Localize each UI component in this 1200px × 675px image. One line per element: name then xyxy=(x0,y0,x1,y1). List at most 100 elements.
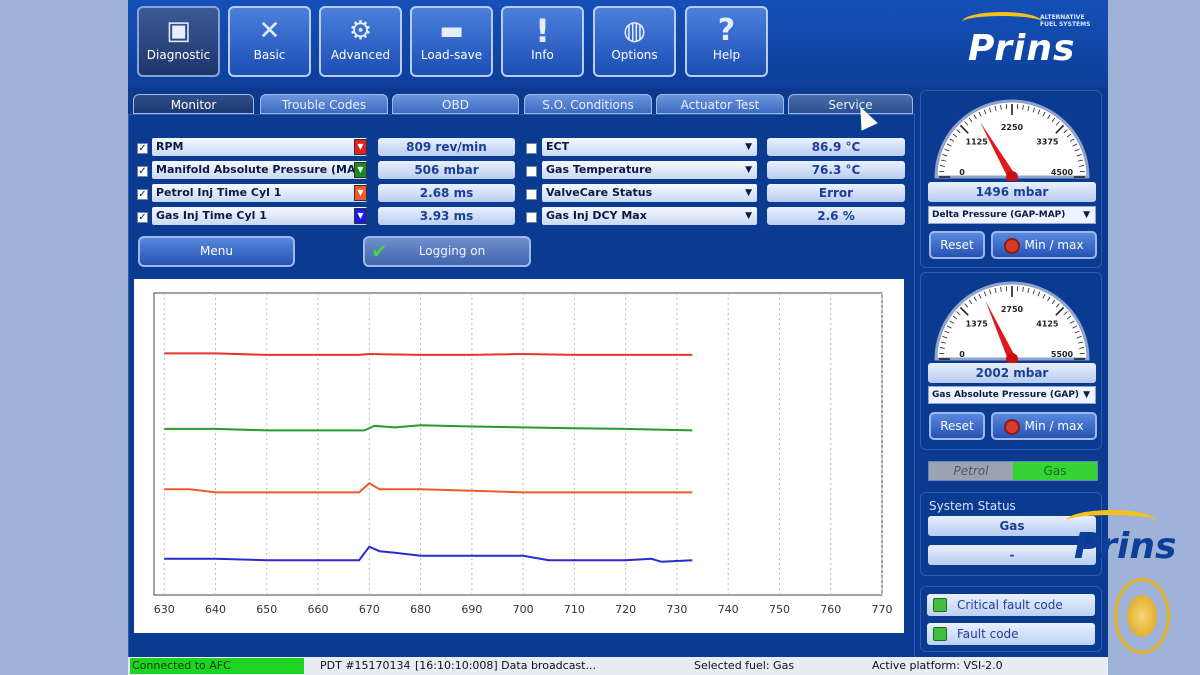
x-tick-label: 770 xyxy=(872,603,893,616)
gauge-tick xyxy=(983,291,987,297)
pdt-number: PDT #15170134 xyxy=(320,659,411,672)
gauge-tick-label: 0 xyxy=(959,168,965,177)
options-button[interactable]: ◍ Options xyxy=(593,6,676,77)
gauge-tick xyxy=(944,148,950,152)
gauge-tick-label: 0 xyxy=(959,350,965,359)
connection-status: Connected to AFC xyxy=(130,658,304,674)
gauge-tick xyxy=(1042,111,1046,117)
gauge-tick xyxy=(1079,347,1085,349)
tools-icon: ✕ xyxy=(258,16,281,46)
gauge-tick xyxy=(1063,311,1068,316)
param-name[interactable]: Manifold Absolute Pressure (MAP) ▼ xyxy=(152,161,367,179)
reset-button[interactable]: Reset xyxy=(929,231,985,259)
chevron-down-icon: ▼ xyxy=(745,211,752,221)
status-message: [16:10:10:008] Data broadcast... xyxy=(415,659,596,672)
param-select[interactable]: ECT ▼ xyxy=(542,138,757,156)
gauge-tick xyxy=(939,347,945,349)
reset-button[interactable]: Reset xyxy=(929,412,985,440)
diagnostic-button[interactable]: ▣ Diagnostic xyxy=(137,6,220,77)
monitor-panel: ✓ RPM ▼ 809 rev/min ✓ Manifold Absolute … xyxy=(128,114,915,659)
param-checkbox[interactable] xyxy=(526,212,537,223)
prins-watermark-logo: Prins xyxy=(1066,508,1196,568)
gauge-tick xyxy=(1051,117,1056,123)
info-button[interactable]: ! Info xyxy=(501,6,584,77)
gauge-tick-label: 5500 xyxy=(1051,350,1074,359)
chevron-down-icon: ▼ xyxy=(745,142,752,152)
gauge-tick xyxy=(978,111,982,117)
menu-button[interactable]: Menu xyxy=(138,236,295,267)
logo-subtitle: ALTERNATIVE FUEL SYSTEMS xyxy=(1040,14,1091,28)
gauge-tick xyxy=(1047,296,1051,302)
advanced-button[interactable]: ⚙ Advanced xyxy=(319,6,402,77)
x-tick-label: 630 xyxy=(154,603,175,616)
fuel-petrol[interactable]: Petrol xyxy=(929,462,1013,480)
fuel-gas[interactable]: Gas xyxy=(1013,462,1097,480)
gauge-tick xyxy=(959,306,969,316)
color-swatch[interactable]: ▼ xyxy=(354,162,367,178)
tab-service[interactable]: Service xyxy=(788,94,913,114)
param-checkbox[interactable] xyxy=(526,166,537,177)
gauge-tick xyxy=(973,114,977,120)
fault-indicator[interactable]: Fault code xyxy=(927,623,1095,645)
chevron-down-icon: ▼ xyxy=(745,188,752,198)
gauge-tick xyxy=(1037,109,1041,115)
gauge-tick xyxy=(940,341,946,344)
gauge-tick xyxy=(1078,159,1084,162)
param-name[interactable]: RPM ▼ xyxy=(152,138,367,156)
logging-button[interactable]: ✔ Logging on xyxy=(363,236,531,267)
x-tick-label: 670 xyxy=(359,603,380,616)
param-name[interactable]: Petrol Inj Time Cyl 1 ▼ xyxy=(152,184,367,202)
color-swatch[interactable]: ▼ xyxy=(354,185,367,201)
color-swatch[interactable]: ▼ xyxy=(354,208,367,224)
chevron-down-icon: ▼ xyxy=(1083,390,1090,400)
gauge-tick xyxy=(1027,287,1030,293)
tab-actuator-test[interactable]: Actuator Test xyxy=(656,94,784,114)
gauge-select[interactable]: Gas Absolute Pressure (GAP) ▼ xyxy=(928,386,1096,404)
series-line xyxy=(164,482,693,494)
x-tick-label: 760 xyxy=(820,603,841,616)
gauge-tick xyxy=(964,121,969,126)
main-toolbar: ▣ Diagnostic ✕ Basic ⚙ Advanced ▬ Load-s… xyxy=(128,0,1108,88)
gauge-tick xyxy=(956,129,961,134)
param-select[interactable]: Gas Inj DCY Max ▼ xyxy=(542,207,757,225)
gauge-tick xyxy=(1079,165,1085,167)
color-swatch[interactable]: ▼ xyxy=(354,139,367,155)
gauge-tick xyxy=(1037,291,1041,297)
monitor-icon: ▣ xyxy=(166,16,191,46)
gauge-tick-label: 2250 xyxy=(1001,123,1024,132)
gauge-tick-label: 4125 xyxy=(1036,320,1059,329)
gauge-select[interactable]: Delta Pressure (GAP-MAP) ▼ xyxy=(928,206,1096,224)
param-checkbox[interactable]: ✓ xyxy=(137,166,148,177)
help-button[interactable]: ? Help xyxy=(685,6,768,77)
minmax-button[interactable]: Min / max xyxy=(991,231,1097,259)
gauge-tick xyxy=(949,320,955,324)
active-platform: Active platform: VSI-2.0 xyxy=(872,659,1003,672)
series-line xyxy=(164,424,693,432)
globe-icon: ◍ xyxy=(623,16,646,46)
param-checkbox[interactable] xyxy=(526,143,537,154)
tab-obd[interactable]: OBD xyxy=(392,94,519,114)
gauge-tick xyxy=(1078,341,1084,344)
tab-so-conditions[interactable]: S.O. Conditions xyxy=(524,94,652,114)
gauge-tick xyxy=(939,165,945,167)
param-checkbox[interactable]: ✓ xyxy=(137,212,148,223)
gauge-tick xyxy=(1069,320,1075,324)
tab-monitor[interactable]: Monitor xyxy=(133,94,254,114)
param-name[interactable]: Gas Inj Time Cyl 1 ▼ xyxy=(152,207,367,225)
seal-icon xyxy=(1114,578,1170,654)
param-checkbox[interactable]: ✓ xyxy=(137,143,148,154)
param-select[interactable]: Gas Temperature ▼ xyxy=(542,161,757,179)
critical-fault-indicator[interactable]: Critical fault code xyxy=(927,594,1095,616)
param-checkbox[interactable] xyxy=(526,189,537,200)
tab-trouble-codes[interactable]: Trouble Codes xyxy=(260,94,388,114)
gauge-tick xyxy=(1066,315,1072,320)
load-save-button[interactable]: ▬ Load-save xyxy=(410,6,493,77)
basic-button[interactable]: ✕ Basic xyxy=(228,6,311,77)
minmax-button[interactable]: Min / max xyxy=(991,412,1097,440)
gauge-tick xyxy=(1051,299,1056,305)
fuel-switch[interactable]: Petrol Gas xyxy=(928,461,1098,481)
param-checkbox[interactable]: ✓ xyxy=(137,189,148,200)
gauge-tick xyxy=(1074,330,1080,334)
gauge-tick xyxy=(964,303,969,308)
param-select[interactable]: ValveCare Status ▼ xyxy=(542,184,757,202)
